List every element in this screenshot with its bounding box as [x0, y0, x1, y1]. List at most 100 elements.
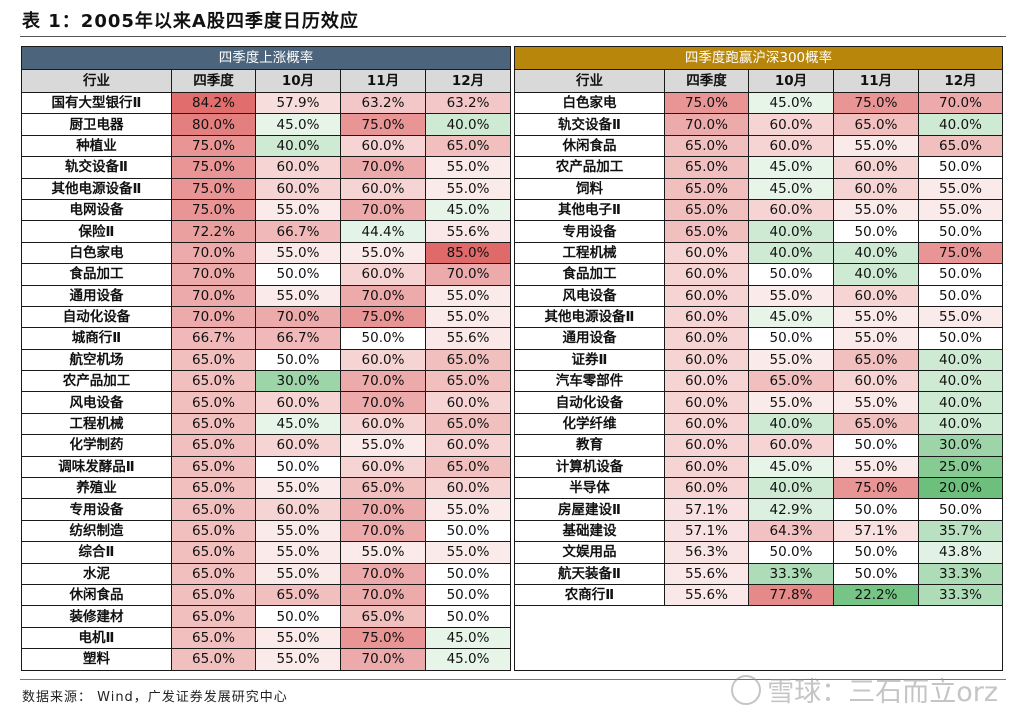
probability-cell: 40.0%: [748, 477, 834, 500]
probability-cell: 65.0%: [171, 412, 256, 436]
probability-cell: 75.0%: [833, 91, 919, 115]
table-row: 农产品加工 65.0% 45.0% 60.0% 50.0%: [514, 156, 1003, 179]
probability-cell: 55.0%: [833, 198, 919, 222]
industry-cell: 白色家电: [514, 91, 665, 115]
probability-cell: 30.0%: [255, 370, 341, 393]
probability-cell: 60.0%: [664, 455, 749, 479]
probability-cell: 55.0%: [424, 177, 512, 200]
probability-cell: 45.0%: [424, 626, 512, 650]
table-row: 食品加工 70.0% 50.0% 60.0% 70.0%: [21, 263, 512, 286]
industry-cell: 证券Ⅱ: [514, 348, 665, 372]
column-header: 10月: [748, 69, 834, 93]
probability-cell: 55.0%: [424, 541, 512, 564]
probability-cell: 60.0%: [340, 134, 426, 158]
probability-cell: 65.0%: [255, 583, 341, 607]
probability-cell: 65.0%: [424, 370, 512, 393]
industry-cell: 专用设备: [21, 498, 172, 521]
industry-cell: 农产品加工: [21, 370, 172, 393]
industry-cell: 农商行Ⅱ: [514, 583, 665, 607]
probability-cell: 55.0%: [255, 626, 341, 650]
probability-cell: 65.0%: [171, 605, 256, 628]
table-row: 休闲食品 65.0% 60.0% 55.0% 65.0%: [514, 134, 1003, 158]
table-row: 水泥 65.0% 55.0% 70.0% 50.0%: [21, 562, 512, 585]
source-note: 数据来源： Wind，广发证券发展研究中心: [22, 690, 288, 705]
industry-cell: 食品加工: [21, 263, 172, 286]
probability-cell: 55.0%: [833, 305, 919, 329]
probability-cell: 25.0%: [918, 455, 1003, 479]
table-row: 综合Ⅱ 65.0% 55.0% 55.0% 55.0%: [21, 541, 512, 564]
industry-cell: 航空机场: [21, 348, 172, 372]
probability-cell: 65.0%: [171, 455, 256, 479]
probability-cell: 65.0%: [171, 391, 256, 414]
table-row: 房屋建设Ⅱ 57.1% 42.9% 50.0% 50.0%: [514, 498, 1003, 521]
column-header: 四季度: [171, 69, 256, 93]
industry-cell: 装修建材: [21, 605, 172, 628]
industry-cell: 半导体: [514, 477, 665, 500]
column-header: 行业: [21, 69, 172, 93]
probability-cell: 85.0%: [424, 241, 512, 265]
probability-cell: 50.0%: [255, 605, 341, 628]
probability-cell: 55.0%: [918, 177, 1003, 200]
table-row: 工程机械 65.0% 45.0% 60.0% 65.0%: [21, 412, 512, 436]
probability-cell: 50.0%: [918, 220, 1003, 243]
probability-cell: 45.0%: [748, 91, 834, 115]
table-row: 白色家电 75.0% 45.0% 75.0% 70.0%: [514, 91, 1003, 115]
industry-cell: 自动化设备: [514, 391, 665, 414]
table-row: 航天装备Ⅱ 55.6% 33.3% 50.0% 33.3%: [514, 562, 1003, 585]
probability-cell: 60.0%: [748, 134, 834, 158]
probability-cell: 50.0%: [918, 263, 1003, 286]
industry-cell: 塑料: [21, 648, 172, 671]
probability-cell: 70.0%: [255, 305, 341, 329]
column-header: 10月: [255, 69, 341, 93]
industry-cell: 其他电源设备Ⅱ: [514, 305, 665, 329]
table-row: 种植业 75.0% 40.0% 60.0% 65.0%: [21, 134, 512, 158]
table-row: 其他电源设备Ⅱ 75.0% 60.0% 60.0% 55.0%: [21, 177, 512, 200]
probability-cell: 60.0%: [664, 348, 749, 372]
probability-cell: 65.0%: [171, 434, 256, 457]
probability-cell: 65.0%: [833, 113, 919, 136]
probability-cell: 57.1%: [833, 519, 919, 543]
industry-cell: 食品加工: [514, 263, 665, 286]
probability-cell: 65.0%: [171, 370, 256, 393]
probability-cell: 65.0%: [171, 626, 256, 650]
probability-cell: 57.9%: [255, 91, 341, 115]
probability-cell: 60.0%: [255, 434, 341, 457]
probability-cell: 75.0%: [171, 198, 256, 222]
probability-cell: 60.0%: [255, 156, 341, 179]
probability-cell: 42.9%: [748, 498, 834, 521]
industry-cell: 专用设备: [514, 220, 665, 243]
table-row: 通用设备 60.0% 50.0% 55.0% 50.0%: [514, 327, 1003, 350]
probability-cell: 65.0%: [664, 198, 749, 222]
probability-cell: 55.0%: [340, 541, 426, 564]
probability-cell: 70.0%: [340, 498, 426, 521]
probability-cell: 60.0%: [424, 434, 512, 457]
industry-cell: 房屋建设Ⅱ: [514, 498, 665, 521]
probability-cell: 20.0%: [918, 477, 1003, 500]
probability-cell: 72.2%: [171, 220, 256, 243]
probability-cell: 45.0%: [424, 198, 512, 222]
industry-cell: 文娱用品: [514, 541, 665, 564]
probability-cell: 40.0%: [918, 412, 1003, 436]
probability-cell: 60.0%: [664, 370, 749, 393]
probability-cell: 50.0%: [255, 348, 341, 372]
table-row: 自动化设备 60.0% 55.0% 55.0% 40.0%: [514, 391, 1003, 414]
probability-cell: 55.0%: [424, 305, 512, 329]
probability-cell: 45.0%: [424, 648, 512, 671]
table-row: 化学纤维 60.0% 40.0% 65.0% 40.0%: [514, 412, 1003, 436]
industry-cell: 教育: [514, 434, 665, 457]
probability-cell: 57.1%: [664, 498, 749, 521]
industry-cell: 通用设备: [21, 284, 172, 307]
industry-cell: 轨交设备Ⅱ: [21, 156, 172, 179]
table-row: 农商行Ⅱ 55.6% 77.8% 22.2% 33.3%: [514, 583, 1003, 607]
probability-cell: 55.0%: [424, 284, 512, 307]
probability-cell: 45.0%: [255, 412, 341, 436]
table-row: 证券Ⅱ 60.0% 55.0% 65.0% 40.0%: [514, 348, 1003, 372]
table-row: 休闲食品 65.0% 65.0% 70.0% 50.0%: [21, 583, 512, 607]
probability-cell: 55.0%: [748, 284, 834, 307]
probability-cell: 55.0%: [918, 198, 1003, 222]
probability-cell: 60.0%: [664, 327, 749, 350]
probability-cell: 50.0%: [918, 498, 1003, 521]
footer-divider: [20, 679, 1006, 680]
probability-cell: 65.0%: [424, 412, 512, 436]
column-header: 行业: [514, 69, 665, 93]
